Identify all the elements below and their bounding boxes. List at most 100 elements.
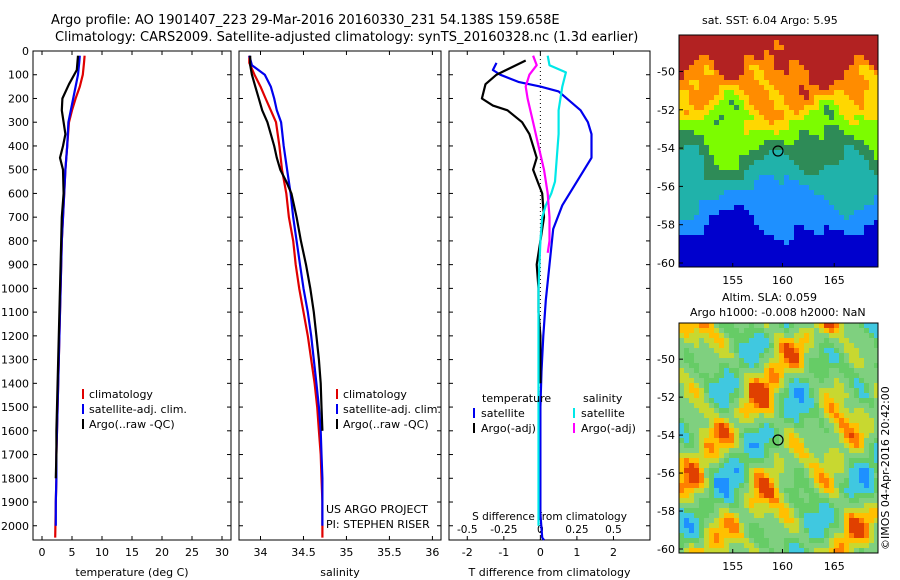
map-cell: [849, 195, 854, 200]
map-cell: [829, 125, 834, 130]
map-cell: [799, 250, 804, 255]
map-cell: [814, 518, 819, 523]
map-cell: [769, 140, 774, 145]
map-cell: [804, 50, 809, 55]
map-cell: [699, 215, 704, 220]
map-cell: [769, 323, 774, 328]
map-cell: [834, 408, 839, 413]
map-cell: [764, 70, 769, 75]
map-cell: [784, 493, 789, 498]
map-cell: [769, 423, 774, 428]
map-cell: [714, 343, 719, 348]
map-cell: [859, 200, 864, 205]
map-cell: [719, 155, 724, 160]
map-cell: [874, 100, 878, 105]
map-cell: [764, 115, 769, 120]
map-cell: [679, 508, 684, 513]
map-cell: [739, 343, 744, 348]
map-cell: [734, 95, 739, 100]
map-cell: [744, 443, 749, 448]
map-cell: [744, 110, 749, 115]
map-cell: [839, 393, 844, 398]
map-cell: [689, 195, 694, 200]
map-cell: [774, 255, 779, 260]
map-cell: [679, 543, 684, 548]
map-cell: [869, 343, 874, 348]
map-cell: [684, 250, 689, 255]
map-cell: [849, 533, 854, 538]
map-cell: [699, 328, 704, 333]
map-cell: [829, 180, 834, 185]
map-cell: [874, 433, 878, 438]
map-cell: [814, 75, 819, 80]
map-cell: [789, 443, 794, 448]
map-cell: [784, 65, 789, 70]
map-cell: [774, 175, 779, 180]
map-cell: [719, 483, 724, 488]
map-cell: [729, 548, 734, 553]
map-cell: [849, 338, 854, 343]
map-cell: [829, 488, 834, 493]
map-cell: [779, 543, 784, 548]
map-cell: [794, 533, 799, 538]
map-cell: [809, 170, 814, 175]
map-cell: [719, 205, 724, 210]
map-cell: [694, 398, 699, 403]
map-cell: [754, 433, 759, 438]
map-cell: [744, 363, 749, 368]
map-cell: [809, 513, 814, 518]
map-cell: [684, 235, 689, 240]
map-cell: [694, 513, 699, 518]
map-cell: [819, 543, 824, 548]
map-cell: [859, 458, 864, 463]
map-cell: [859, 418, 864, 423]
map-cell: [684, 398, 689, 403]
map-cell: [694, 463, 699, 468]
map-cell: [819, 378, 824, 383]
map-cell: [814, 105, 819, 110]
map-cell: [874, 35, 878, 40]
map-cell: [854, 513, 859, 518]
map-cell: [704, 413, 709, 418]
map-cell: [819, 35, 824, 40]
map-cell: [784, 468, 789, 473]
map-cell: [699, 135, 704, 140]
map-cell: [824, 210, 829, 215]
map-cell: [724, 478, 729, 483]
map-cell: [709, 403, 714, 408]
map-cell: [804, 393, 809, 398]
map-cell: [779, 135, 784, 140]
map-cell: [849, 328, 854, 333]
map-cell: [719, 538, 724, 543]
map-cell: [859, 80, 864, 85]
map-cell: [864, 368, 869, 373]
map-cell: [764, 413, 769, 418]
map-cell: [844, 523, 849, 528]
map-cell: [684, 338, 689, 343]
map-cell: [869, 323, 874, 328]
map-cell: [774, 508, 779, 513]
map-cell: [704, 105, 709, 110]
map-cell: [849, 130, 854, 135]
map-cell: [739, 115, 744, 120]
map-cell: [864, 210, 869, 215]
map-cell: [739, 165, 744, 170]
map-cell: [804, 333, 809, 338]
map-cell: [689, 353, 694, 358]
map-cell: [724, 333, 729, 338]
map-cell: [714, 165, 719, 170]
map-cell: [694, 235, 699, 240]
map-cell: [754, 55, 759, 60]
map-cell: [819, 125, 824, 130]
map-cell: [714, 215, 719, 220]
map-cell: [839, 383, 844, 388]
map-cell: [729, 145, 734, 150]
map-cell: [804, 180, 809, 185]
map-cell: [854, 255, 859, 260]
map-cell: [739, 378, 744, 383]
map-cell: [799, 383, 804, 388]
map-cell: [729, 90, 734, 95]
map-cell: [699, 513, 704, 518]
map-cell: [784, 80, 789, 85]
map-cell: [739, 140, 744, 145]
